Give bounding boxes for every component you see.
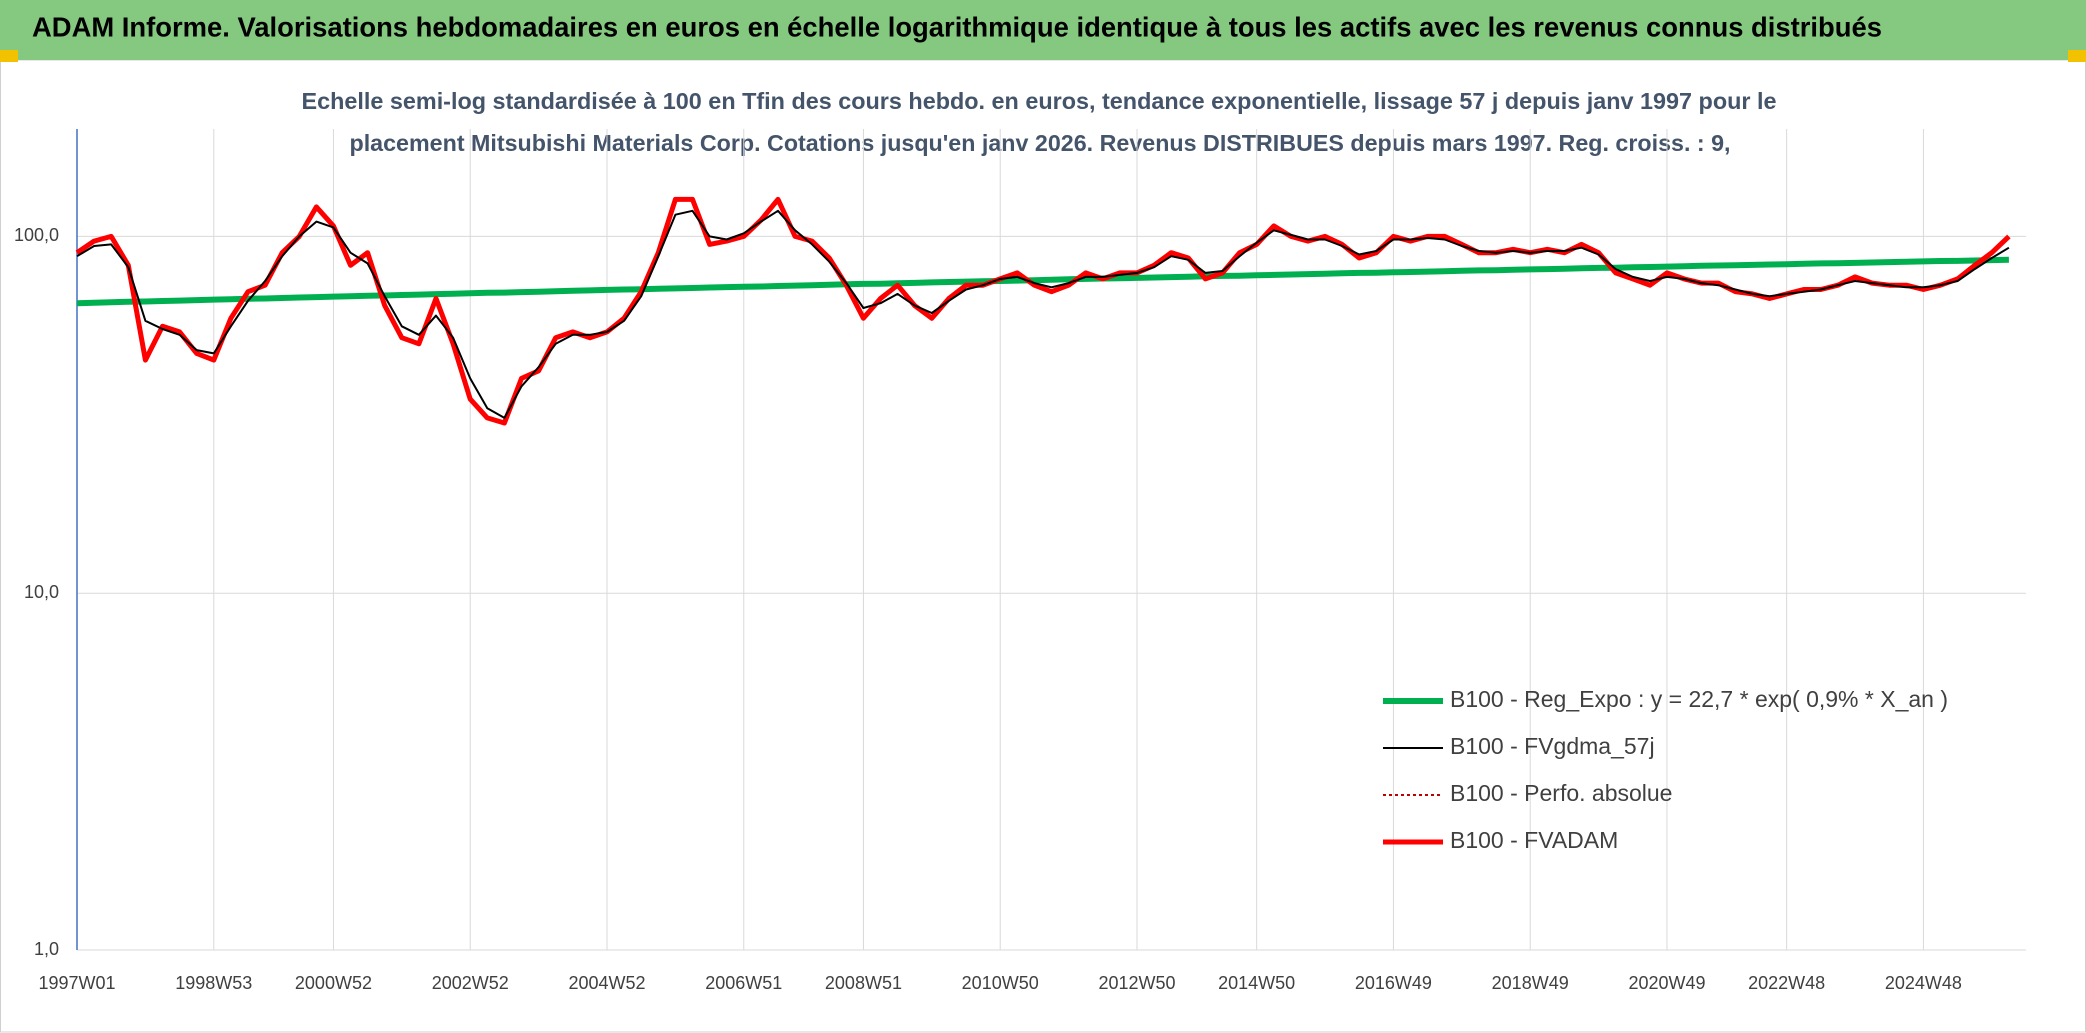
legend-label: B100 - Perfo. absolue bbox=[1450, 780, 1672, 806]
x-tick-label: 2012W50 bbox=[1098, 973, 1175, 993]
series-line bbox=[76, 256, 2009, 307]
x-tick-label: 2002W52 bbox=[432, 973, 509, 993]
x-tick-label: 2024W48 bbox=[1885, 973, 1962, 993]
corner-mark bbox=[0, 50, 18, 62]
x-tick-label: 2006W51 bbox=[705, 973, 782, 993]
series-line bbox=[76, 209, 2010, 419]
y-tick-label: 1,0 bbox=[34, 939, 59, 959]
y-tick-label: 100,0 bbox=[14, 225, 59, 245]
header-bar bbox=[0, 0, 2086, 60]
x-tick-label: 2008W51 bbox=[825, 973, 902, 993]
legend-label: B100 - FVADAM bbox=[1450, 827, 1618, 853]
x-tick-label: 2000W52 bbox=[295, 973, 372, 993]
chart-title: ADAM Informe. Valorisations hebdomadaire… bbox=[32, 11, 1882, 42]
x-tick-label: 2018W49 bbox=[1492, 973, 1569, 993]
chart-subtitle: placement Mitsubishi Materials Corp. Cot… bbox=[350, 130, 1731, 156]
x-tick-label: 2020W49 bbox=[1628, 973, 1705, 993]
corner-mark bbox=[2068, 50, 2086, 62]
legend-label: B100 - FVgdma_57j bbox=[1450, 733, 1655, 759]
x-tick-label: 2010W50 bbox=[962, 973, 1039, 993]
x-tick-label: 2016W49 bbox=[1355, 973, 1432, 993]
x-tick-label: 1997W01 bbox=[38, 973, 115, 993]
x-tick-label: 1998W53 bbox=[175, 973, 252, 993]
legend: B100 - Reg_Expo : y = 22,7 * exp( 0,9% *… bbox=[1383, 686, 1948, 853]
x-tick-label: 2004W52 bbox=[568, 973, 645, 993]
y-tick-label: 10,0 bbox=[24, 582, 59, 602]
x-tick-label: 2014W50 bbox=[1218, 973, 1295, 993]
legend-label: B100 - Reg_Expo : y = 22,7 * exp( 0,9% *… bbox=[1450, 686, 1948, 712]
chart-subtitle: Echelle semi-log standardisée à 100 en T… bbox=[302, 88, 1777, 114]
x-tick-label: 2022W48 bbox=[1748, 973, 1825, 993]
plot-area: 1997W01 1998W53 2000W52 2002W52 2004W52 2006W… bbox=[14, 129, 2026, 993]
